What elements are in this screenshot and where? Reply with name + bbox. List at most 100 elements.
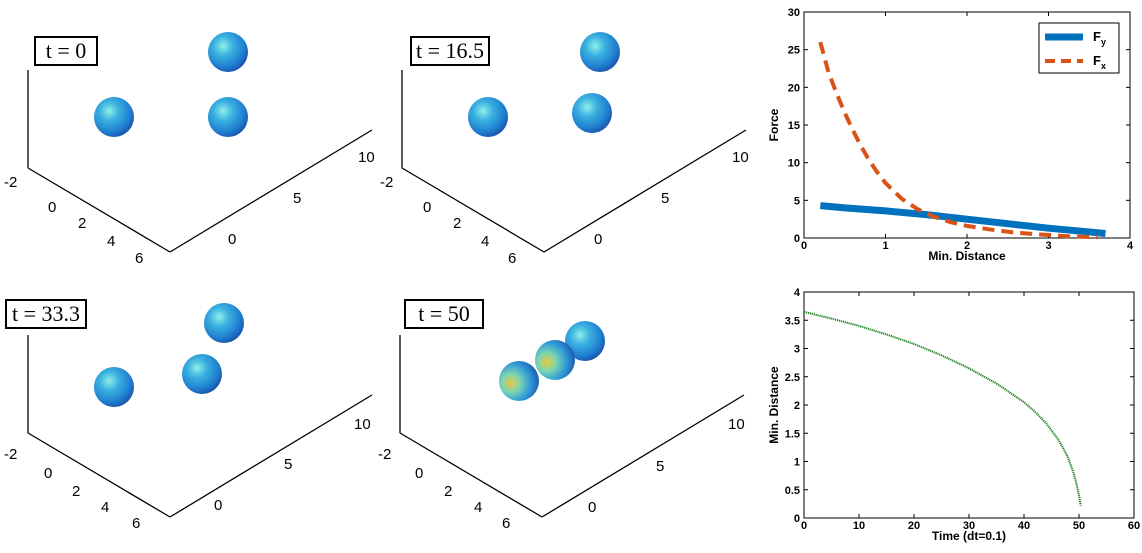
y-tick-label: 5 (794, 195, 800, 207)
panel-t50: -2 0 2 4 6 0 5 10 t = 50 (378, 299, 745, 532)
series-line (818, 41, 1098, 240)
axis-tick: 2 (78, 215, 86, 232)
x-tick-label: 1 (882, 240, 888, 252)
y-tick-label: 0 (794, 513, 800, 525)
x-axis-label: Time (dt=0.1) (932, 529, 1006, 543)
axis-tick: -2 (378, 446, 391, 463)
sphere (208, 97, 248, 137)
x-tick-label: 3 (1045, 240, 1051, 252)
panel-t33-3: -2 0 2 4 6 0 5 10 t = 33.3 (4, 299, 373, 532)
sphere (565, 321, 605, 361)
sphere (535, 340, 575, 380)
axis-tick: 0 (594, 231, 602, 248)
axis-tick: 0 (415, 465, 423, 482)
series-line (819, 202, 1106, 237)
axis-tick: 10 (728, 416, 745, 433)
x-tick-label: 0 (801, 520, 807, 532)
plot-frame (803, 291, 1135, 519)
axis-tick: 6 (508, 250, 516, 267)
sphere (468, 97, 508, 137)
y-tick-label: 4 (794, 287, 801, 299)
y-tick-label: 15 (788, 120, 800, 132)
axis-tick: 6 (135, 250, 143, 267)
x-tick-label: 2 (964, 240, 970, 252)
sphere (499, 361, 539, 401)
axis-tick: 0 (214, 497, 222, 514)
axis-tick: 0 (48, 199, 56, 216)
time-label-box (404, 299, 484, 329)
sphere (572, 93, 612, 133)
axes-3d (401, 70, 747, 253)
axis-tick: 2 (444, 483, 452, 500)
panel-t16-5: -2 0 2 4 6 0 5 10 t = 16.5 (380, 32, 749, 267)
axis-tick: 4 (107, 233, 115, 250)
y-tick-label: 10 (788, 158, 800, 170)
axis-tick: 2 (453, 215, 461, 232)
sphere (94, 367, 134, 407)
axis-tick: 10 (732, 149, 749, 166)
y-tick-label: 20 (788, 82, 800, 94)
axis-tick: 0 (423, 199, 431, 216)
time-label-box (410, 36, 490, 66)
axis-tick: 0 (588, 499, 596, 516)
time-label: t = 0 (46, 38, 87, 63)
time-label: t = 16.5 (416, 38, 484, 63)
x-tick-label: 0 (801, 240, 807, 252)
min-distance-chart: 0 10 20 30 40 50 60 0 0.5 1 1.5 2 2.5 3 3.5 4 Time (dt=0… (767, 287, 1140, 543)
sphere (182, 354, 222, 394)
y-axis-label: Min. Distance (767, 366, 781, 444)
panel-t0: -2 0 2 4 6 0 5 10 t = 0 (4, 32, 375, 267)
axis-tick: 10 (354, 416, 371, 433)
x-tick-label: 10 (853, 520, 865, 532)
y-tick-label: 3.5 (785, 315, 800, 327)
y-tick-label: 30 (788, 7, 800, 19)
axis-tick: 6 (502, 515, 510, 532)
x-axis-label: Min. Distance (928, 249, 1006, 263)
sphere (208, 32, 248, 72)
axis-tick: 5 (656, 458, 664, 475)
y-tick-label: 1.5 (785, 428, 800, 440)
x-tick-label: 50 (1073, 520, 1085, 532)
axis-tick: 6 (132, 515, 140, 532)
x-tick-label: 20 (908, 520, 920, 532)
x-tick-label: 4 (1127, 240, 1134, 252)
axis-tick: 10 (358, 149, 375, 166)
axis-tick: 4 (481, 233, 489, 250)
sphere (580, 32, 620, 72)
axis-tick: 5 (293, 190, 301, 207)
axis-tick: -2 (4, 174, 17, 191)
y-tick-label: 2 (794, 400, 800, 412)
y-tick-label: 2.5 (785, 372, 800, 384)
y-tick-label: 0.5 (785, 485, 800, 497)
time-label: t = 33.3 (12, 301, 80, 326)
x-tick-label: 40 (1018, 520, 1030, 532)
axis-tick: 4 (474, 499, 482, 516)
y-axis-label: Force (767, 108, 781, 141)
axes-3d (27, 335, 373, 518)
series-line (803, 310, 1082, 506)
time-label-box (34, 36, 98, 66)
axis-tick: 0 (44, 465, 52, 482)
sphere (204, 303, 244, 343)
axis-tick: -2 (380, 174, 393, 191)
y-tick-label: 3 (794, 344, 800, 356)
x-tick-label: 60 (1128, 520, 1140, 532)
legend-subscript: x (1101, 61, 1106, 71)
axis-tick: -2 (4, 446, 17, 463)
sphere (94, 97, 134, 137)
time-label-box (5, 299, 87, 329)
y-tick-label: 0 (794, 233, 800, 245)
y-tick-label: 1 (794, 457, 800, 469)
legend-subscript: y (1101, 37, 1106, 47)
axis-tick: 4 (101, 499, 109, 516)
axis-tick: 0 (228, 231, 236, 248)
axes-3d (27, 70, 373, 253)
axis-tick: 5 (284, 456, 292, 473)
y-tick-label: 25 (788, 45, 800, 57)
axes-3d (399, 335, 745, 518)
x-tick-label: 30 (963, 520, 975, 532)
axis-tick: 2 (72, 483, 80, 500)
